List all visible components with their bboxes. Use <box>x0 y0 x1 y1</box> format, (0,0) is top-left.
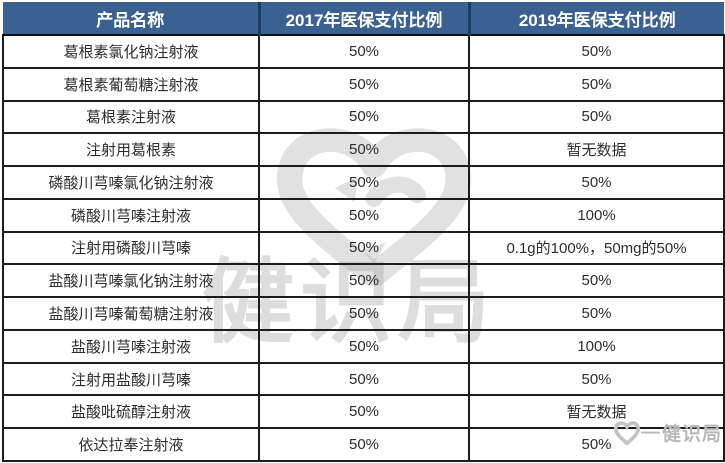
ratio-2017-cell: 50% <box>258 394 470 430</box>
ratio-2019-cell: 50% <box>468 34 725 69</box>
logo-brand-text: 健识局 <box>661 424 722 445</box>
table-row: 葛根素注射液 50% 50% <box>2 99 725 135</box>
table-row: 磷酸川芎嗪注射液 50% 100% <box>2 197 725 233</box>
ratio-2017-cell: 50% <box>258 427 470 462</box>
ratio-2019-cell: 0.1g的100%，50mg的50% <box>468 230 725 266</box>
table-body: 葛根素氯化钠注射液 50% 50% 葛根素葡萄糖注射液 50% 50% 葛根素注… <box>2 34 725 462</box>
product-name-cell: 葛根素注射液 <box>2 99 260 135</box>
product-name-cell: 注射用盐酸川芎嗪 <box>2 361 260 397</box>
table-row: 盐酸川芎嗪氯化钠注射液 50% 50% <box>2 263 725 299</box>
header-ratio-2017: 2017年医保支付比例 <box>257 2 471 36</box>
product-name-cell: 盐酸川芎嗪葡萄糖注射液 <box>2 296 260 331</box>
product-name-cell: 注射用磷酸川芎嗪 <box>2 230 260 266</box>
ratio-2019-cell: 100% <box>468 197 725 233</box>
table-row: 注射用磷酸川芎嗪 50% 0.1g的100%，50mg的50% <box>2 230 725 266</box>
table-row: 盐酸川芎嗪注射液 50% 100% <box>2 328 725 364</box>
brand-logo: — 健识局 <box>613 419 722 446</box>
table-row: 依达拉奉注射液 50% 50% <box>2 427 725 462</box>
table-row: 盐酸吡硫醇注射液 50% 暂无数据 <box>2 394 725 430</box>
ratio-2019-cell: 50% <box>468 99 725 135</box>
product-name-cell: 依达拉奉注射液 <box>2 427 260 462</box>
product-name-cell: 盐酸川芎嗪注射液 <box>2 328 260 364</box>
product-name-cell: 磷酸川芎嗪注射液 <box>2 197 260 233</box>
ratio-2017-cell: 50% <box>258 361 470 397</box>
ratio-2017-cell: 50% <box>258 230 470 266</box>
table-header: 产品名称 2017年医保支付比例 2019年医保支付比例 <box>3 2 724 36</box>
ratio-2019-cell: 暂无数据 <box>468 132 725 168</box>
product-name-cell: 磷酸川芎嗪氯化钠注射液 <box>2 165 260 200</box>
ratio-2019-cell: 50% <box>468 296 725 331</box>
product-name-cell: 盐酸川芎嗪氯化钠注射液 <box>2 263 260 299</box>
ratio-2019-cell: 50% <box>468 361 725 397</box>
ratio-2019-cell: 50% <box>468 427 725 462</box>
product-name-cell: 葛根素葡萄糖注射液 <box>2 66 260 102</box>
logo-heart-swirl-icon <box>613 420 640 445</box>
ratio-2017-cell: 50% <box>258 296 470 331</box>
header-ratio-2019: 2019年医保支付比例 <box>467 2 724 36</box>
ratio-2017-cell: 50% <box>258 34 470 69</box>
ratio-2019-cell: 50% <box>468 66 725 102</box>
header-product-name: 产品名称 <box>3 2 261 36</box>
ratio-2019-cell: 暂无数据 <box>468 394 725 430</box>
ratio-2017-cell: 50% <box>258 165 470 200</box>
ratio-2017-cell: 50% <box>258 263 470 299</box>
ratio-2017-cell: 50% <box>258 132 470 168</box>
table-row: 磷酸川芎嗪氯化钠注射液 50% 50% <box>2 165 725 200</box>
table-row: 盐酸川芎嗪葡萄糖注射液 50% 50% <box>2 296 725 331</box>
ratio-2017-cell: 50% <box>258 66 470 102</box>
product-name-cell: 盐酸吡硫醇注射液 <box>2 394 260 430</box>
ratio-2017-cell: 50% <box>258 328 470 364</box>
table-row: 注射用葛根素 50% 暂无数据 <box>2 132 725 168</box>
header-row: 产品名称 2017年医保支付比例 2019年医保支付比例 <box>3 2 724 36</box>
ratio-2019-cell: 50% <box>468 263 725 299</box>
ratio-2017-cell: 50% <box>258 197 470 233</box>
table-row: 葛根素葡萄糖注射液 50% 50% <box>2 66 725 102</box>
logo-dash: — <box>640 421 661 443</box>
ratio-2019-cell: 100% <box>468 328 725 364</box>
ratio-2019-cell: 50% <box>468 165 725 200</box>
product-name-cell: 注射用葛根素 <box>2 132 260 168</box>
table-row: 注射用盐酸川芎嗪 50% 50% <box>2 361 725 397</box>
ratio-2017-cell: 50% <box>258 99 470 135</box>
product-name-cell: 葛根素氯化钠注射液 <box>2 34 260 69</box>
table-row: 葛根素氯化钠注射液 50% 50% <box>2 34 725 69</box>
